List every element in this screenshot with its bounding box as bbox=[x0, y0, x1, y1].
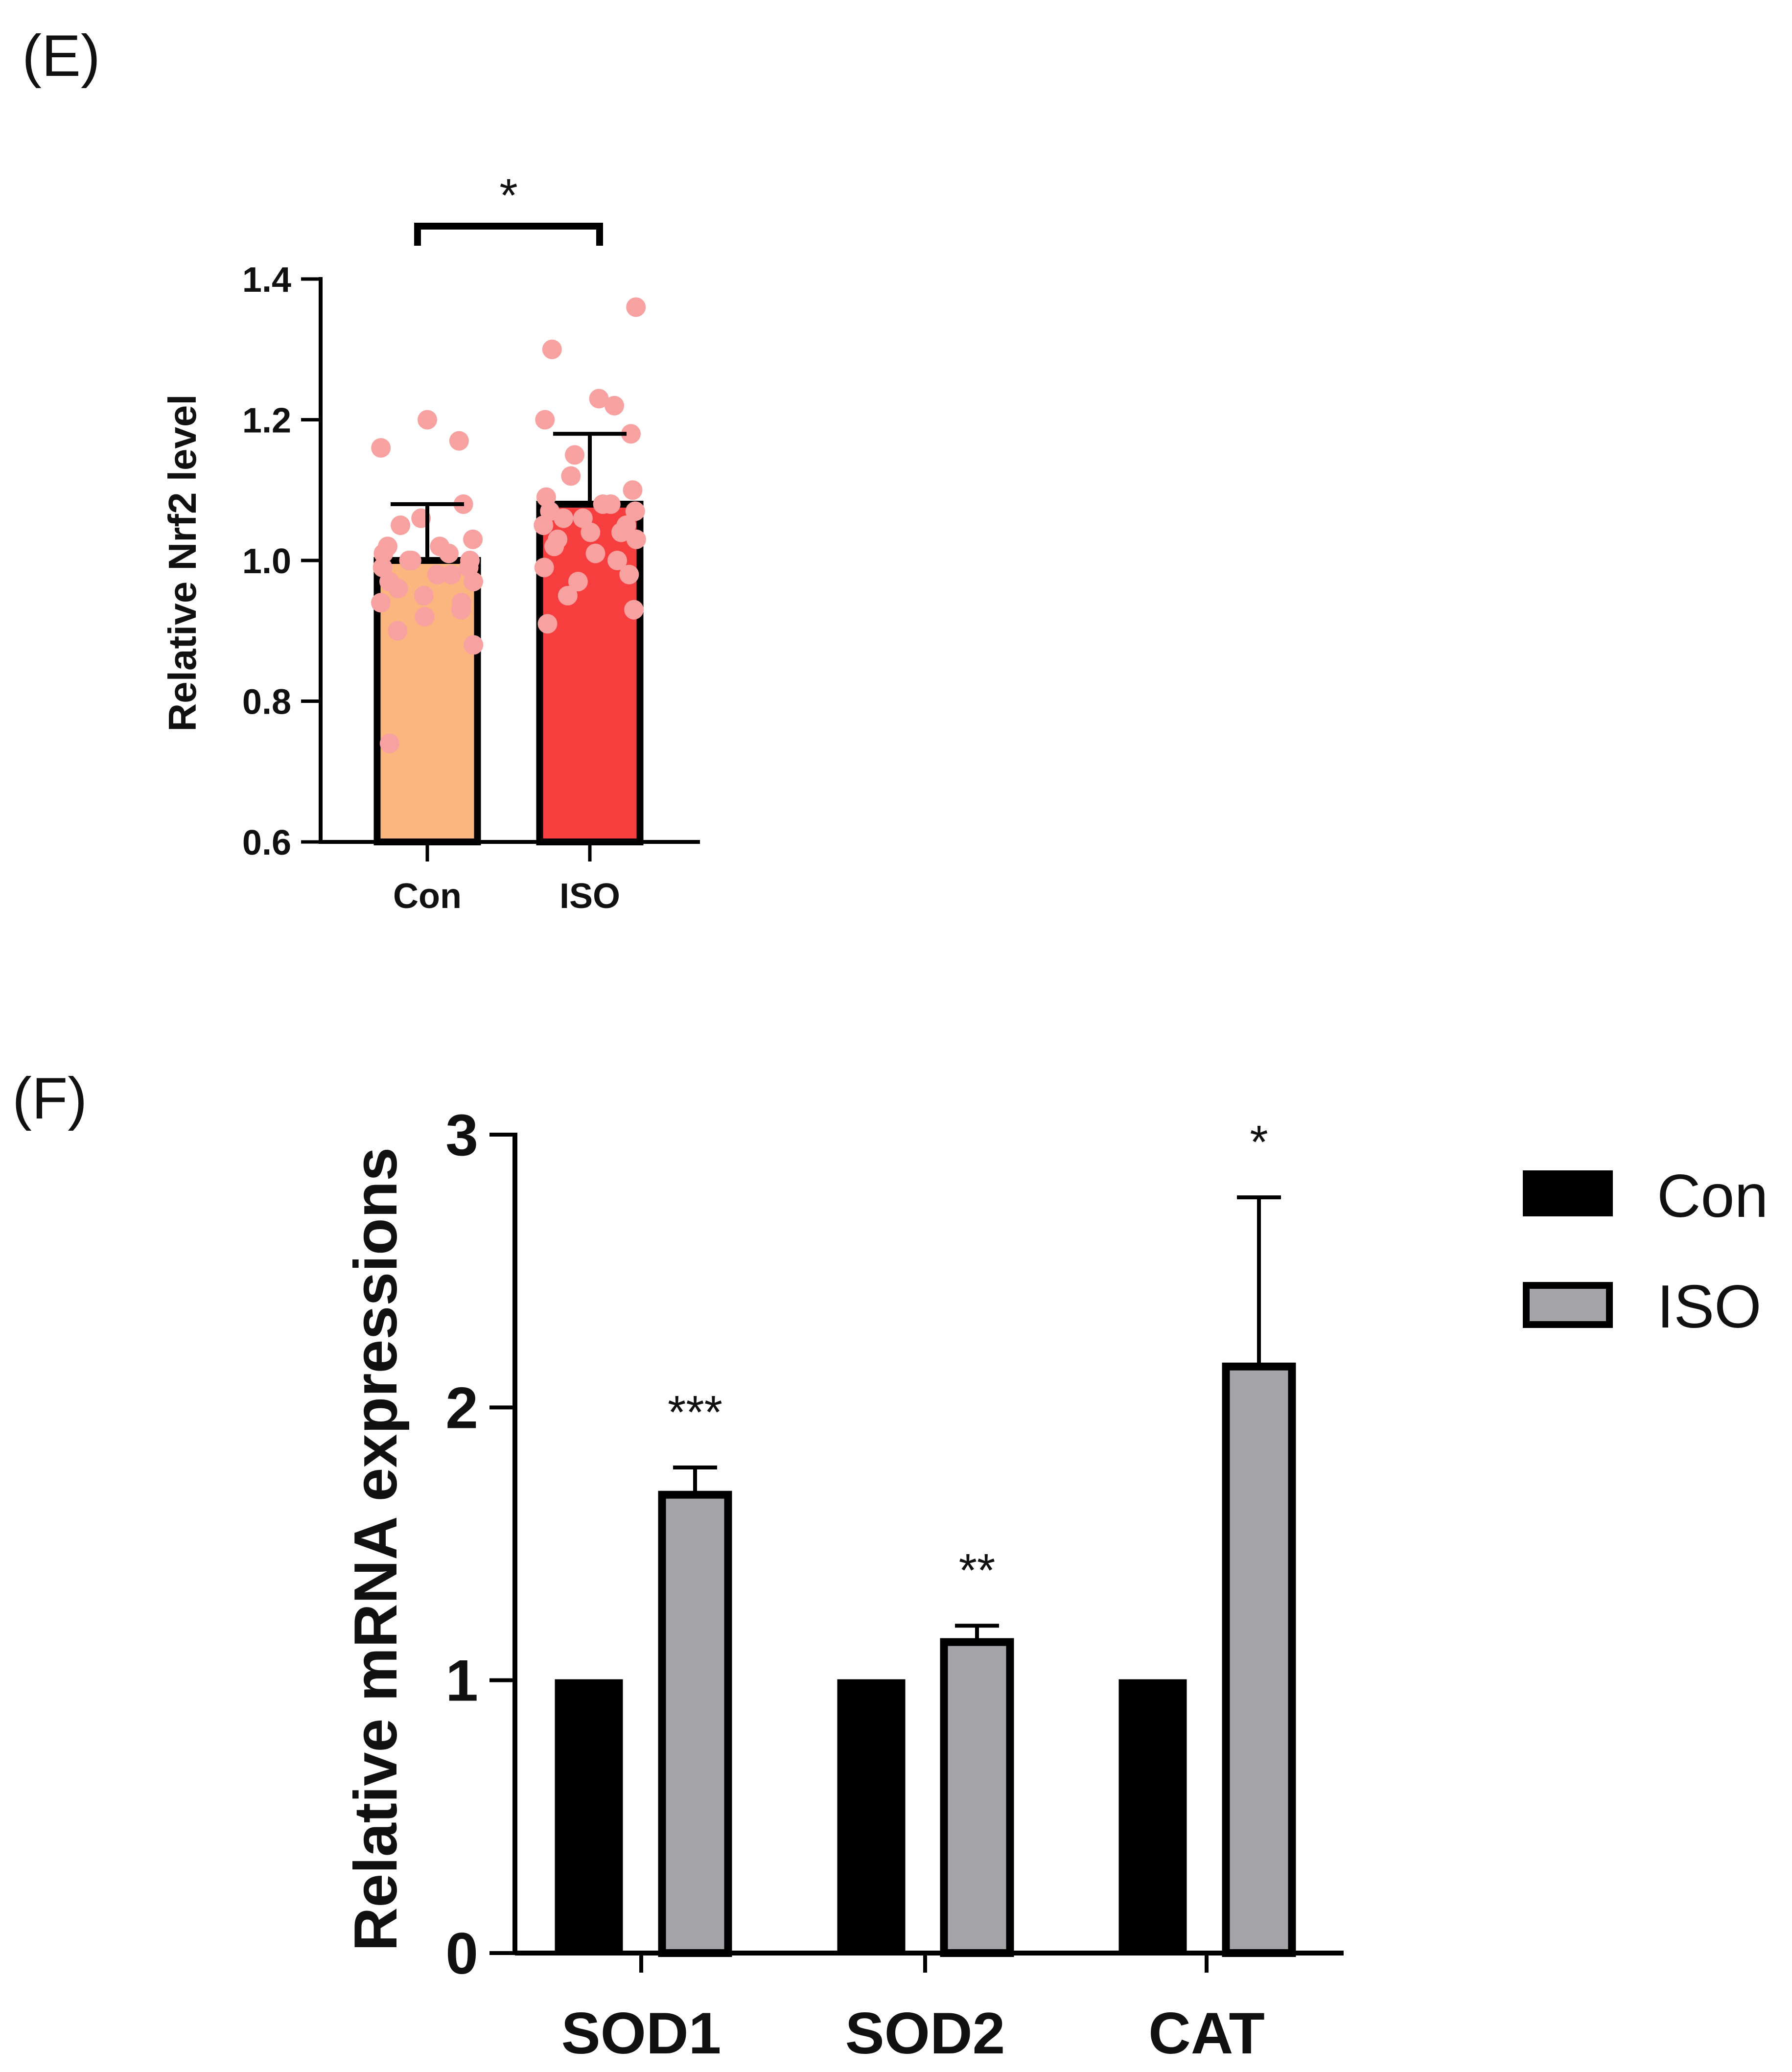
panel-f-bars bbox=[555, 1362, 1296, 1957]
panel-e-point-iso bbox=[626, 529, 646, 549]
panel-e-point-iso bbox=[624, 600, 644, 620]
panel-f-significance-sod2: ** bbox=[959, 1544, 996, 1597]
panel-f-label: (F) bbox=[12, 1066, 87, 1131]
panel-e-point-con bbox=[439, 543, 459, 563]
panel-e-point-iso bbox=[621, 424, 641, 444]
panel-e-point-iso bbox=[585, 543, 605, 563]
panel-e-point-con bbox=[388, 621, 408, 641]
panel-e-significance-label: * bbox=[499, 169, 517, 222]
panel-f-bar-iso-sod1 bbox=[658, 1490, 732, 1957]
panel-f-significance-sod1: *** bbox=[668, 1386, 722, 1439]
panel-e-point-iso bbox=[565, 445, 585, 465]
panel-e-point-iso bbox=[568, 572, 588, 592]
panel-e-point-con bbox=[463, 529, 483, 549]
panel-f-x-ticks: SOD1 SOD2 CAT bbox=[561, 1953, 1265, 2066]
legend-label-iso: ISO bbox=[1657, 1273, 1762, 1341]
panel-e-y-tick-label: 1.0 bbox=[242, 542, 291, 581]
panel-e-point-iso bbox=[542, 339, 562, 359]
panel-e-label: (E) bbox=[22, 23, 100, 89]
panel-e-point-con bbox=[388, 579, 408, 599]
panel-e-point-con bbox=[379, 733, 399, 753]
panel-e-point-con bbox=[441, 564, 461, 584]
panel-e-y-tick-label: 0.6 bbox=[242, 823, 291, 862]
legend-swatch-con bbox=[1523, 1170, 1613, 1216]
panel-e-y-tick-label: 1.2 bbox=[242, 401, 291, 441]
panel-f-bar-iso-cat bbox=[1222, 1362, 1296, 1957]
panel-e-x-tick-label: ISO bbox=[559, 877, 620, 916]
panel-e-point-iso bbox=[611, 522, 631, 542]
panel-e-point-iso bbox=[626, 297, 646, 317]
panel-e-y-ticks: 0.6 0.8 1.0 1.2 1.4 bbox=[242, 260, 321, 862]
panel-e-point-con bbox=[427, 564, 447, 584]
panel-e-point-iso bbox=[589, 389, 609, 409]
panel-e-point-iso bbox=[625, 501, 645, 521]
panel-e-point-iso bbox=[605, 396, 625, 416]
panel-e-y-tick-label: 0.8 bbox=[242, 683, 291, 722]
panel-e-point-con bbox=[391, 515, 411, 535]
panel-e-point-con bbox=[371, 593, 391, 613]
panel-f-y-ticks: 0 1 2 3 bbox=[445, 1102, 515, 1986]
panel-e-x-tick-label: Con bbox=[393, 877, 462, 916]
panel-e-point-iso bbox=[534, 515, 554, 535]
panel-e-significance-bracket bbox=[414, 223, 603, 246]
panel-e-x-ticks: Con ISO bbox=[393, 842, 620, 916]
panel-e-point-con bbox=[373, 543, 394, 563]
panel-e-y-tick-label: 1.4 bbox=[242, 260, 291, 300]
panel-e-point-con bbox=[449, 431, 469, 451]
panel-f-y-tick-label: 3 bbox=[445, 1102, 478, 1168]
panel-e-point-iso bbox=[623, 480, 643, 500]
panel-e-point-con bbox=[371, 438, 391, 458]
panel-e-point-con bbox=[418, 410, 437, 430]
panel-e-point-iso bbox=[558, 585, 578, 605]
panel-e-point-con bbox=[401, 551, 421, 570]
panel-f-y-tick-label: 1 bbox=[445, 1648, 478, 1714]
panel-e-point-con bbox=[451, 600, 471, 620]
panel-e-point-iso bbox=[535, 410, 555, 430]
panel-e-point-iso bbox=[593, 494, 613, 514]
panel-e-error-bars bbox=[391, 432, 627, 560]
panel-e-point-iso bbox=[537, 614, 558, 634]
panel-e-point-con bbox=[414, 585, 434, 605]
panel-e-point-iso bbox=[544, 536, 564, 557]
panel-f-x-tick-label: SOD2 bbox=[845, 2001, 1005, 2066]
panel-f-legend: Con ISO bbox=[1523, 1163, 1768, 1341]
panel-e-significance: * bbox=[414, 169, 603, 246]
panel-e-chart: 0.6 0.8 1.0 1.2 1.4 Con ISO * Relative Nrf2 l… bbox=[161, 169, 700, 916]
panel-e-point-con bbox=[464, 572, 484, 592]
panel-f-y-axis-title: Relative mRNA expressions bbox=[342, 1147, 410, 1952]
panel-f-bar-con-sod2 bbox=[837, 1679, 906, 1955]
panel-f-y-tick-label: 0 bbox=[445, 1921, 478, 1986]
panel-e-point-iso bbox=[534, 558, 554, 578]
panel-f-x-tick-label: CAT bbox=[1148, 2001, 1265, 2066]
panel-e-point-iso bbox=[607, 551, 627, 570]
legend-label-con: Con bbox=[1657, 1163, 1768, 1230]
panel-f-y-tick-label: 2 bbox=[445, 1375, 478, 1441]
panel-f-bar-iso-sod2 bbox=[940, 1638, 1014, 1957]
panel-e-point-con bbox=[464, 635, 484, 655]
panel-e-point-con bbox=[415, 607, 435, 627]
panel-f-axes bbox=[512, 1133, 1344, 1956]
legend-swatch-iso bbox=[1523, 1282, 1613, 1328]
panel-f-significance-cat: * bbox=[1250, 1116, 1268, 1168]
panel-e-point-iso bbox=[554, 508, 574, 528]
panel-e-point-iso bbox=[561, 466, 581, 486]
panel-f-bar-con-sod1 bbox=[555, 1679, 623, 1955]
panel-f-error-bars bbox=[673, 1195, 1281, 1642]
panel-e-point-iso bbox=[619, 564, 639, 584]
panel-e-y-axis-title: Relative Nrf2 level bbox=[161, 394, 204, 731]
panel-f-significance: ****** bbox=[668, 1116, 1268, 1597]
panel-e-point-iso bbox=[581, 522, 601, 542]
panel-f-x-tick-label: SOD1 bbox=[561, 2001, 721, 2066]
panel-e-points bbox=[371, 297, 646, 753]
panel-f-bar-con-cat bbox=[1118, 1679, 1187, 1955]
